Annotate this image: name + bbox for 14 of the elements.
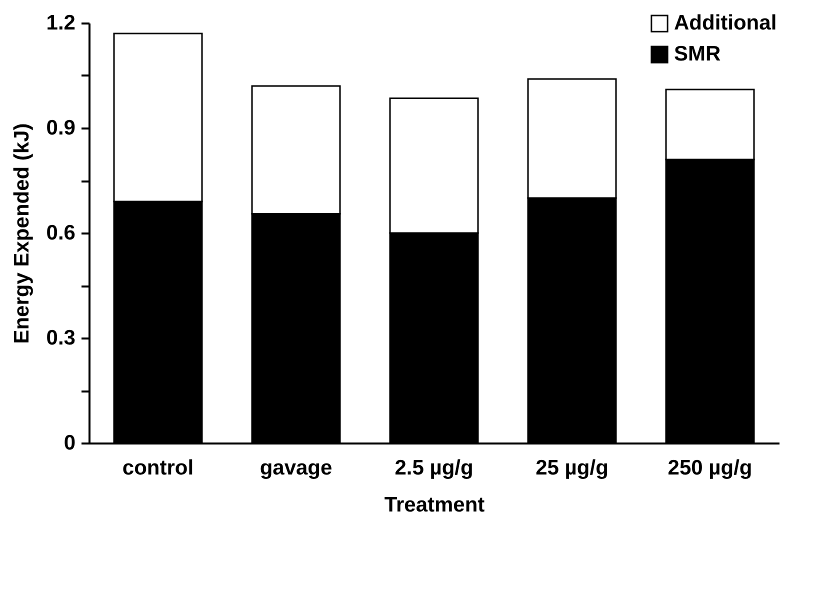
- y-tick-label: 0.9: [46, 116, 76, 140]
- x-axis-title: Treatment: [384, 494, 485, 516]
- y-tick-label: 0.3: [46, 326, 76, 350]
- x-tick-label: gavage: [260, 456, 332, 480]
- x-tick-label: 250 µg/g: [668, 456, 752, 480]
- x-tick-label: 25 µg/g: [536, 456, 608, 480]
- y-axis-title: Energy Expended (kJ): [10, 123, 34, 344]
- legend-label: Additional: [674, 12, 777, 34]
- y-tick-label: 0.6: [46, 222, 76, 244]
- x-tick-label: 2.5 µg/g: [394, 456, 474, 480]
- x-tick-label: control: [122, 456, 194, 480]
- y-tick-label: 0: [64, 432, 76, 454]
- y-tick-label: 1.2: [46, 12, 76, 34]
- legend-label: SMR: [674, 42, 721, 66]
